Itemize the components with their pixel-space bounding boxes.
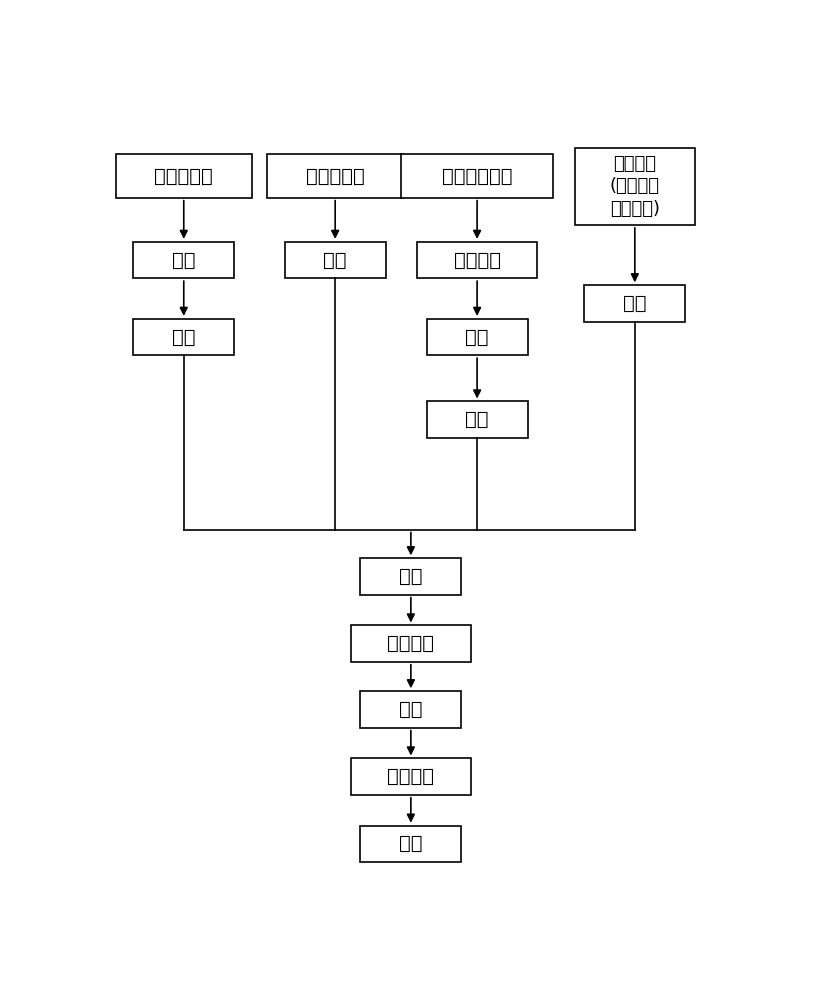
Text: 涂布处理: 涂布处理: [453, 250, 501, 269]
Bar: [417, 242, 537, 278]
Text: 预热: 预热: [623, 294, 646, 313]
Bar: [584, 285, 685, 322]
Text: 预热: 预热: [466, 410, 489, 429]
Text: 轮芯材料备制: 轮芯材料备制: [442, 166, 512, 186]
Bar: [351, 625, 470, 662]
Bar: [361, 826, 462, 862]
Text: 预热: 预热: [172, 250, 195, 269]
Bar: [116, 154, 252, 198]
Text: 抛丸: 抛丸: [466, 328, 489, 347]
Bar: [351, 758, 470, 795]
Text: 硬化剂准备: 硬化剂准备: [306, 166, 365, 186]
Text: 冷却: 冷却: [399, 834, 422, 853]
Text: 二次硬化: 二次硬化: [387, 767, 435, 786]
Text: 脱模: 脱模: [399, 700, 422, 719]
Bar: [267, 154, 403, 198]
Text: 脱泡: 脱泡: [172, 328, 195, 347]
Bar: [427, 319, 527, 355]
Bar: [361, 691, 462, 728]
Bar: [285, 242, 386, 278]
Text: 浇注: 浇注: [399, 567, 422, 586]
Text: 预聚体备制: 预聚体备制: [155, 166, 213, 186]
Bar: [133, 319, 234, 355]
Bar: [575, 148, 695, 225]
Bar: [427, 401, 527, 438]
Bar: [361, 558, 462, 595]
Text: 模具准备
(涂上离型
剂并风干): 模具准备 (涂上离型 剂并风干): [610, 155, 660, 218]
Bar: [133, 242, 234, 278]
Text: 一次硬化: 一次硬化: [387, 634, 435, 653]
Text: 预热: 预热: [323, 250, 347, 269]
Bar: [401, 154, 553, 198]
